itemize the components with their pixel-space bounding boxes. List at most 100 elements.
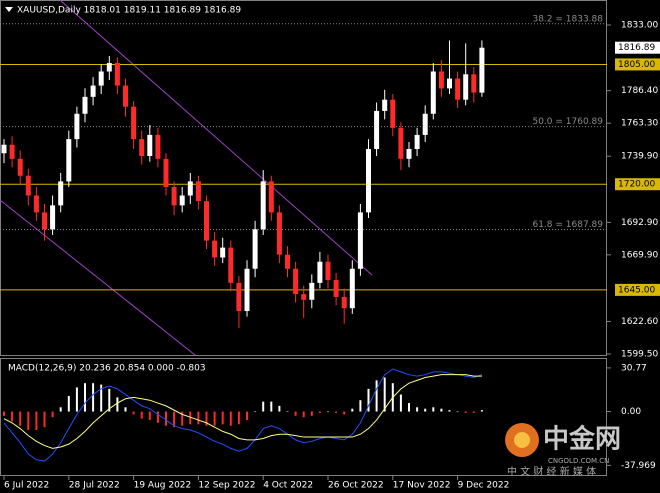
macd-histogram-bar [19, 411, 22, 426]
macd-histogram-bar [480, 410, 483, 412]
macd-histogram-bar [165, 411, 167, 426]
macd-line [3, 368, 483, 462]
y2-tick-label: 30.77 [621, 363, 647, 373]
macd-histogram-bar [448, 410, 451, 412]
candle-body [25, 175, 31, 196]
macd-histogram-bar [59, 407, 62, 412]
macd-histogram-bar [399, 394, 402, 412]
macd-histogram-bar [351, 408, 354, 412]
macd-histogram-bar [92, 383, 95, 412]
signal-line [3, 374, 482, 449]
chart-title: XAUUSD,Daily 1818.01 1819.11 1816.89 181… [17, 6, 241, 16]
macd-histogram-bar [408, 403, 410, 412]
candle-body [430, 71, 436, 114]
x-tick-label: 26 Oct 2022 [328, 481, 384, 491]
candle-body [293, 268, 299, 295]
macd-histogram-bar [327, 411, 329, 413]
y2-tick-label: -37.969 [621, 461, 656, 471]
candle-body [220, 247, 226, 258]
macd-histogram-bar [27, 411, 30, 430]
candle-body [422, 113, 428, 135]
candle-body [1, 144, 7, 154]
y-tick-label: 1739.90 [621, 152, 658, 162]
candle-body [382, 99, 388, 111]
macd-histogram-bar [318, 411, 321, 413]
candle-body [325, 261, 331, 281]
candle-body [268, 181, 274, 213]
candle-body [414, 134, 420, 149]
candle-body [66, 139, 72, 182]
watermark: 中金网 CNGOLD.COM.CN 中 文 财 经 新 媒 体 [505, 423, 621, 478]
macd-histogram-bar [205, 411, 208, 426]
candle-body [260, 181, 266, 230]
macd-histogram-bar [156, 411, 159, 423]
y-tick-label: 1786.40 [621, 86, 658, 96]
macd-histogram-bar [383, 377, 386, 412]
candle-body [317, 261, 323, 283]
x-tick-label: 12 Sep 2022 [198, 481, 255, 491]
x-tick-label: 4 Oct 2022 [263, 481, 313, 491]
candle-body [471, 74, 477, 93]
candle-body [50, 205, 56, 230]
candle-body [139, 139, 145, 157]
watermark-site: CNGOLD.COM.CN [548, 457, 609, 465]
candle-body [236, 282, 242, 312]
level-label: 1720.00 [618, 180, 655, 190]
candle-body [82, 96, 88, 114]
candle-body [244, 268, 250, 312]
macd-histogram-bar [213, 411, 216, 426]
y-tick-label: 1692.90 [621, 218, 658, 228]
macd-histogram-bar [221, 411, 224, 425]
candle-body [33, 195, 39, 213]
macd-histogram-bar [140, 411, 143, 419]
watermark-tagline: 中 文 财 经 新 媒 体 [507, 465, 596, 478]
macd-histogram-bar [84, 383, 86, 412]
candle-body [155, 134, 161, 159]
candle-body [252, 229, 258, 269]
fib-label: 61.8 = 1687.89 [532, 220, 603, 230]
candle-body [195, 181, 201, 202]
macd-histogram-bar [100, 384, 103, 412]
candle-body [333, 280, 339, 297]
macd-histogram-bar [246, 411, 248, 421]
macd-histogram-bar [359, 400, 362, 412]
y-tick-label: 1833.00 [621, 20, 658, 30]
candle-body [301, 294, 307, 300]
macd-histogram-bar [456, 411, 459, 413]
candle-body [366, 148, 371, 213]
candle-body [357, 212, 363, 269]
macd-histogram-bar [67, 395, 70, 412]
candle-body [204, 201, 209, 241]
candle-body [17, 158, 23, 176]
x-tick-label: 6 Jul 2022 [4, 481, 49, 491]
macd-histogram-bar [262, 401, 265, 412]
y-tick-label: 1763.30 [621, 119, 658, 129]
candle-body [171, 187, 177, 206]
macd-histogram-bar [472, 411, 475, 413]
macd-histogram-bar [270, 401, 273, 412]
fib-label: 50.0 = 1760.89 [532, 117, 603, 127]
candle-body [406, 148, 412, 159]
candle-body [187, 181, 193, 196]
macd-histogram-bar [367, 388, 370, 412]
logo-inner [514, 432, 530, 448]
macd-histogram-bar [3, 411, 5, 416]
macd-histogram-bar [464, 411, 467, 413]
x-tick-label: 28 Jul 2022 [69, 481, 120, 491]
channel-upper [59, 0, 373, 276]
y-tick-label: 1599.50 [621, 349, 658, 359]
macd-histogram-bar [124, 407, 127, 412]
macd-histogram-bar [108, 388, 111, 412]
candle-body [58, 181, 64, 206]
candle-body [9, 144, 15, 159]
candle-body [463, 74, 469, 100]
main-panel-frame [0, 0, 607, 356]
current-price-label: 1816.89 [618, 43, 655, 53]
macd-histogram-bar [116, 397, 119, 412]
candle-body [228, 247, 234, 283]
candle-body [163, 158, 169, 188]
macd-panel-frame [0, 358, 607, 476]
macd-histogram-bar [440, 408, 443, 412]
level-box [615, 283, 660, 296]
candle-body [98, 71, 104, 86]
